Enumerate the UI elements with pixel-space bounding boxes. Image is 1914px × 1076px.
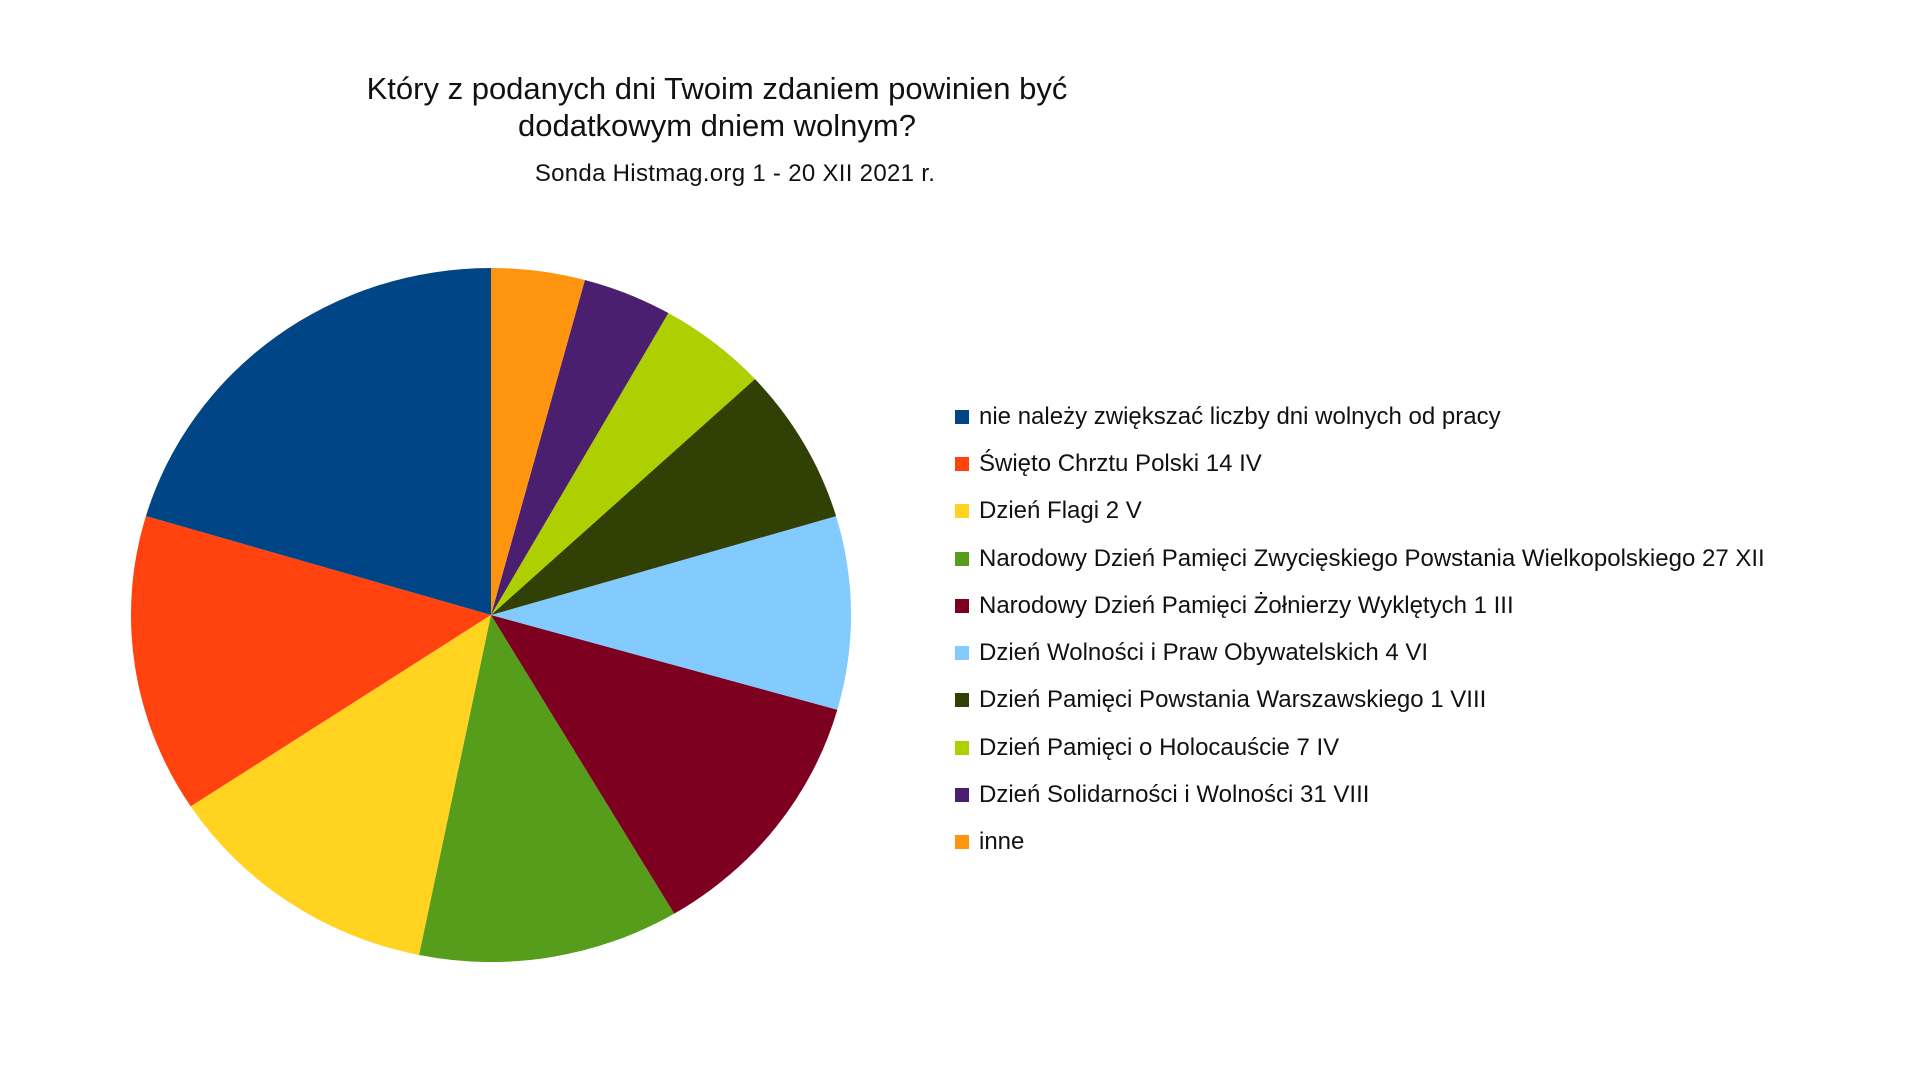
legend-swatch <box>955 788 969 803</box>
legend-item-1: nie należy zwiększać liczby dni wolnych … <box>955 393 1765 440</box>
pie-slice-3 <box>190 615 492 956</box>
legend-item-2: Święto Chrztu Polski 14 IV <box>955 440 1765 487</box>
chart-title-line-1: Który z podanych dni Twoim zdaniem powin… <box>366 71 1068 106</box>
pie-slice-4 <box>419 615 675 963</box>
chart-subtitle: Sonda Histmag.org 1 - 20 XII 2021 r. <box>534 160 936 187</box>
legend-swatch <box>955 646 969 661</box>
legend-label: Dzień Flagi 2 V <box>979 497 1142 525</box>
legend-label: Dzień Solidarności i Wolności 31 VIII <box>979 781 1370 809</box>
pie-slice-9 <box>491 280 669 615</box>
legend-item-6: Dzień Wolności i Praw Obywatelskich 4 VI <box>955 629 1765 676</box>
legend-swatch <box>955 598 969 613</box>
legend-label: Dzień Wolności i Praw Obywatelskich 4 VI <box>979 639 1429 667</box>
chart-legend: nie należy zwiększać liczby dni wolnych … <box>955 393 1765 866</box>
pie-slice-7 <box>491 379 837 615</box>
legend-swatch <box>955 409 969 424</box>
legend-label: Narodowy Dzień Pamięci Żołnierzy Wyklęty… <box>979 591 1514 619</box>
legend-swatch <box>955 504 969 519</box>
pie-slice-6 <box>491 516 852 710</box>
pie-slice-2 <box>130 516 491 807</box>
legend-item-5: Narodowy Dzień Pamięci Żołnierzy Wyklęty… <box>955 582 1765 629</box>
legend-label: nie należy zwiększać liczby dni wolnych … <box>979 402 1501 430</box>
legend-label: Narodowy Dzień Pamięci Zwycięskiego Pows… <box>979 544 1765 572</box>
legend-swatch <box>955 456 969 471</box>
pie-slice-5 <box>491 615 838 914</box>
pie-slice-10 <box>491 268 585 615</box>
legend-label: inne <box>979 828 1025 856</box>
pie-slice-8 <box>491 313 755 615</box>
legend-swatch <box>955 835 969 850</box>
legend-swatch <box>955 740 969 755</box>
pie-slice-1 <box>145 268 491 615</box>
legend-item-10: inne <box>955 819 1765 866</box>
legend-swatch <box>955 693 969 708</box>
legend-item-8: Dzień Pamięci o Holocauście 7 IV <box>955 724 1765 771</box>
legend-swatch <box>955 551 969 566</box>
legend-item-3: Dzień Flagi 2 V <box>955 488 1765 535</box>
legend-label: Dzień Pamięci o Holocauście 7 IV <box>979 733 1340 761</box>
chart-title-line-2: dodatkowym dniem wolnym? <box>517 108 916 143</box>
legend-item-4: Narodowy Dzień Pamięci Zwycięskiego Pows… <box>955 535 1765 582</box>
legend-label: Święto Chrztu Polski 14 IV <box>979 449 1262 477</box>
legend-item-9: Dzień Solidarności i Wolności 31 VIII <box>955 771 1765 818</box>
legend-label: Dzień Pamięci Powstania Warszawskiego 1 … <box>979 686 1487 714</box>
legend-item-7: Dzień Pamięci Powstania Warszawskiego 1 … <box>955 677 1765 724</box>
chart-title: Który z podanych dni Twoim zdaniem powin… <box>0 70 1434 144</box>
